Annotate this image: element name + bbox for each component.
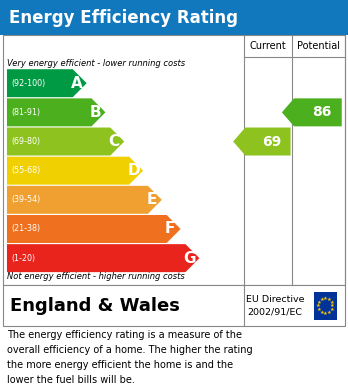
Polygon shape	[7, 215, 181, 243]
Text: (1-20): (1-20)	[11, 254, 35, 263]
Text: Not energy efficient - higher running costs: Not energy efficient - higher running co…	[7, 272, 185, 282]
Text: (81-91): (81-91)	[11, 108, 40, 117]
Text: (55-68): (55-68)	[11, 166, 40, 175]
Polygon shape	[7, 244, 199, 272]
Text: E: E	[146, 192, 157, 207]
Polygon shape	[7, 157, 143, 185]
Text: Current: Current	[250, 41, 286, 51]
Text: 86: 86	[312, 105, 331, 119]
Text: ★: ★	[330, 303, 335, 308]
Text: A: A	[71, 76, 83, 91]
Text: (69-80): (69-80)	[11, 137, 40, 146]
Text: The energy efficiency rating is a measure of the
overall efficiency of a home. T: The energy efficiency rating is a measur…	[7, 330, 253, 385]
Bar	[3, 35, 345, 285]
Text: Very energy efficient - lower running costs: Very energy efficient - lower running co…	[7, 59, 185, 68]
Text: D: D	[127, 163, 140, 178]
Text: B: B	[90, 105, 101, 120]
Text: ★: ★	[323, 310, 328, 316]
Text: Potential: Potential	[297, 41, 340, 51]
Text: 69: 69	[262, 135, 281, 149]
Text: G: G	[184, 251, 196, 265]
Text: C: C	[109, 134, 120, 149]
Text: ★: ★	[326, 297, 331, 302]
Bar	[314, 292, 337, 320]
Text: (92-100): (92-100)	[11, 79, 45, 88]
Text: (39-54): (39-54)	[11, 196, 40, 204]
Text: ★: ★	[317, 300, 322, 305]
Text: ★: ★	[329, 307, 334, 312]
Text: F: F	[165, 221, 175, 237]
Text: England & Wales: England & Wales	[10, 297, 180, 315]
Polygon shape	[7, 99, 105, 126]
Text: ★: ★	[316, 303, 321, 308]
Text: (21-38): (21-38)	[11, 224, 40, 233]
Polygon shape	[233, 127, 291, 156]
Polygon shape	[282, 99, 342, 126]
Polygon shape	[7, 69, 87, 97]
Polygon shape	[7, 127, 124, 156]
Bar	[3, 285, 345, 326]
Text: ★: ★	[323, 296, 328, 301]
Text: ★: ★	[329, 300, 334, 305]
Text: ★: ★	[319, 310, 324, 315]
Text: Energy Efficiency Rating: Energy Efficiency Rating	[9, 9, 238, 27]
Bar	[0, 0, 348, 35]
Text: ★: ★	[319, 297, 324, 302]
Text: ★: ★	[326, 310, 331, 315]
Text: EU Directive
2002/91/EC: EU Directive 2002/91/EC	[246, 295, 304, 317]
Polygon shape	[7, 186, 162, 214]
Text: ★: ★	[317, 307, 322, 312]
